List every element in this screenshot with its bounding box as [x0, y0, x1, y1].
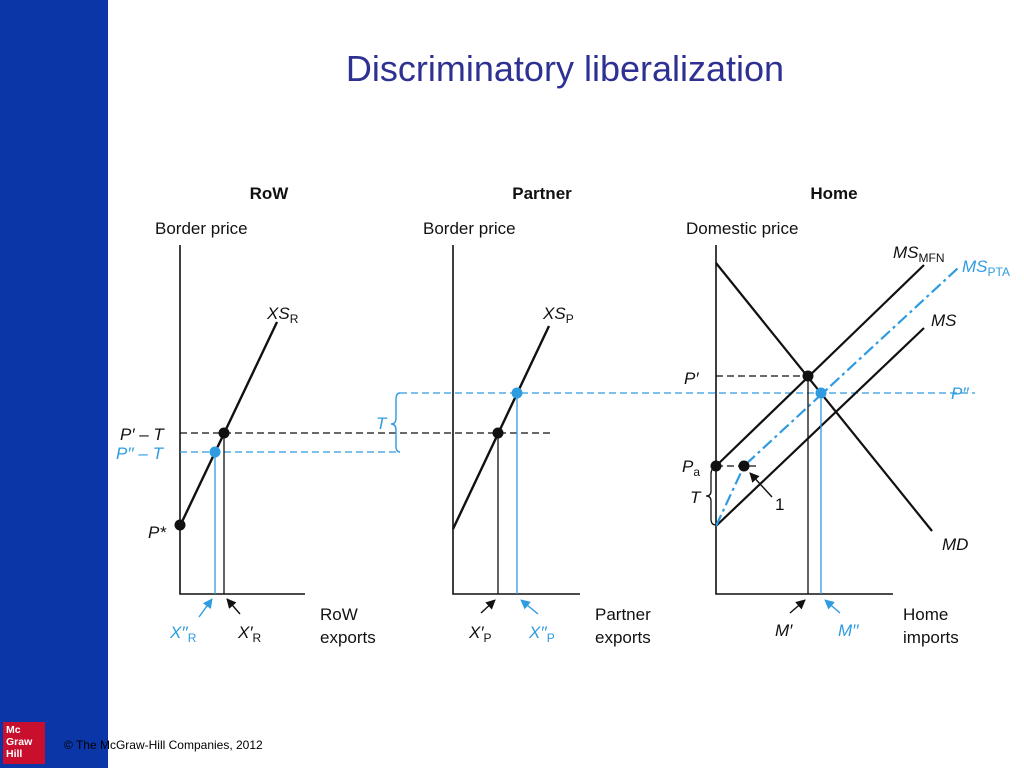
ms-pta-curve	[715, 267, 959, 527]
logo-line-3: Hill	[6, 748, 23, 760]
row-x-axis-title-1: RoW	[320, 605, 358, 624]
home-x-axis-title-1: Home	[903, 605, 948, 624]
ms-mfn-label: MSMFN	[893, 243, 945, 265]
home-x-axis-title-2: imports	[903, 628, 959, 647]
row-x-axis-title-2: exports	[320, 628, 376, 647]
partner-y-axis-title: Border price	[423, 219, 516, 238]
pa-label: Pa	[682, 457, 700, 479]
kink-point-dot	[738, 460, 750, 472]
xs-p-label: XSP	[542, 304, 574, 326]
ms-curve	[715, 327, 925, 527]
ms-mfn-curve	[715, 264, 925, 467]
copyright-notice: © The McGraw-Hill Companies, 2012	[64, 738, 263, 752]
tariff-brace-row	[390, 392, 401, 453]
partner-axes	[452, 245, 580, 595]
xs-r-label: XSR	[266, 304, 299, 326]
m-prime-arrow	[789, 599, 806, 614]
x-p-dprime-label: X′′P	[528, 623, 555, 645]
row-equilibrium-dot	[218, 427, 230, 439]
pp-minus-t-label: P′′ – T	[116, 444, 165, 463]
x-r-dprime-label: X′′R	[169, 623, 197, 645]
sidebar-band	[0, 0, 108, 768]
partner-pta-dot	[511, 387, 523, 399]
home-heading: Home	[810, 184, 857, 203]
m-prime-label: M′	[775, 621, 793, 640]
ms-pta-label: MSPTA	[962, 257, 1010, 279]
p-star-label: P*	[148, 523, 167, 542]
partner-x-axis-title-1: Partner	[595, 605, 651, 624]
tariff-label-row: T	[376, 414, 388, 433]
p-minus-t-label: P′ – T	[120, 425, 165, 444]
m-dprime-arrow	[824, 599, 841, 614]
partner-x-axis-title-2: exports	[595, 628, 651, 647]
point-1-arrow	[749, 472, 773, 498]
x-r-dprime-arrow	[198, 598, 213, 618]
row-heading: RoW	[250, 184, 290, 203]
point-1-label: 1	[775, 495, 784, 514]
home-pta-equilibrium-dot	[815, 387, 827, 399]
xs-p-curve	[451, 325, 551, 530]
x-p-prime-arrow	[480, 599, 496, 614]
tariff-label-home: T	[690, 488, 702, 507]
row-y-axis-title: Border price	[155, 219, 248, 238]
home-mfn-equilibrium-dot	[802, 370, 814, 382]
logo-line-2: Graw	[6, 736, 33, 748]
p-dprime-label: P′′	[951, 384, 970, 403]
home-y-axis-title: Domestic price	[686, 219, 798, 238]
logo-line-1: Mc	[6, 724, 21, 736]
tariff-brace-home	[705, 467, 717, 526]
xs-r-curve	[178, 321, 279, 527]
row-axes	[179, 245, 305, 595]
p-prime-label: P′	[684, 369, 699, 388]
md-label: MD	[942, 535, 968, 554]
home-axes	[715, 245, 893, 595]
row-pta-dot	[209, 446, 221, 458]
slide-title: Discriminatory liberalization	[345, 48, 785, 89]
p-star-dot	[174, 519, 186, 531]
partner-equilibrium-dot	[492, 427, 504, 439]
x-p-dprime-arrow	[520, 599, 539, 615]
x-r-prime-arrow	[226, 598, 241, 615]
mcgraw-hill-logo: Mc Graw Hill	[3, 722, 45, 764]
ms-label: MS	[931, 311, 957, 330]
partner-heading: Partner	[512, 184, 572, 203]
m-dprime-label: M′′	[838, 621, 859, 640]
x-r-prime-label: X′R	[237, 623, 262, 645]
x-p-prime-label: X′P	[468, 623, 492, 645]
